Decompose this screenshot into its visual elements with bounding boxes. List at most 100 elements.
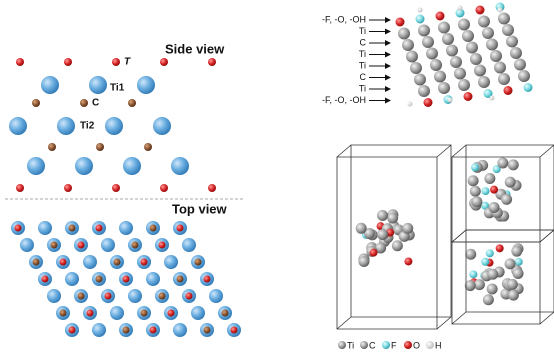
- arrow-head: [385, 51, 391, 58]
- legend-label: F: [391, 340, 397, 350]
- cell-atom: [487, 268, 499, 280]
- o-atom: [160, 58, 168, 66]
- center-atom: [113, 258, 121, 266]
- center-atom: [149, 326, 157, 334]
- cell-atom: [404, 257, 413, 266]
- legend-swatch: [382, 341, 390, 349]
- center-atom: [50, 241, 58, 249]
- ti-atom: [9, 117, 27, 135]
- center-atom: [68, 326, 76, 334]
- cell-atom: [506, 278, 518, 290]
- slab-atom: [506, 35, 518, 48]
- slab-atom: [494, 61, 506, 74]
- cell-atom: [377, 229, 389, 241]
- ti-atom: [171, 157, 189, 175]
- cell-atom: [481, 187, 490, 196]
- o-atom: [160, 184, 168, 192]
- arrow-head: [385, 86, 391, 92]
- c-atom: [32, 99, 40, 107]
- legend-label: O: [413, 340, 420, 350]
- ti-atom: [110, 306, 124, 320]
- c-atom: [128, 99, 136, 107]
- slab-atom: [466, 41, 478, 54]
- cell-atom: [375, 242, 387, 254]
- label-ti1: Ti1: [110, 83, 125, 94]
- ti-atom: [92, 323, 106, 337]
- slab-atom: [483, 89, 493, 98]
- cell-box: [451, 229, 554, 325]
- ti-atom: [153, 117, 171, 135]
- o-atom: [112, 58, 120, 66]
- slab-atom: [415, 14, 425, 24]
- ti-atom: [173, 323, 187, 337]
- cell-atom: [484, 172, 496, 184]
- ti-atom: [41, 76, 59, 94]
- ti-atom: [128, 289, 142, 303]
- slab-atom: [406, 50, 418, 63]
- ti-atom: [191, 306, 205, 320]
- h-atom: [447, 97, 453, 103]
- top-view-title: Top view: [172, 201, 228, 216]
- center-atom: [68, 224, 76, 232]
- slab-atom: [438, 21, 450, 34]
- center-atom: [176, 275, 184, 283]
- center-atom: [158, 292, 166, 300]
- cell-atom: [465, 248, 477, 260]
- c-atom: [80, 99, 88, 107]
- legend-swatch: [338, 341, 346, 349]
- cell-atom: [507, 289, 519, 301]
- cell-atom: [464, 280, 476, 292]
- arrow-head: [385, 28, 391, 35]
- label-t: T: [124, 57, 131, 68]
- slab-atom: [454, 67, 466, 80]
- ti-atom: [164, 255, 178, 269]
- cell-atom: [473, 279, 485, 291]
- layer-label: -F, -O, -OH: [322, 95, 366, 105]
- layer-label: C: [360, 72, 367, 82]
- center-atom: [158, 241, 166, 249]
- cell-atom: [481, 257, 490, 266]
- slab-atom: [418, 24, 430, 37]
- slab-atom: [430, 59, 442, 71]
- ti-atom: [101, 238, 115, 252]
- center-atom: [122, 326, 130, 334]
- cell-atom: [492, 165, 501, 174]
- cell-atom: [485, 249, 494, 258]
- legend-label: Ti: [347, 340, 354, 350]
- center-atom: [203, 326, 211, 334]
- legend-swatch: [426, 341, 434, 349]
- legend-swatch: [360, 341, 368, 349]
- ti-atom: [209, 289, 223, 303]
- cell-atom: [469, 270, 478, 279]
- c-atom: [48, 143, 56, 151]
- cell-atom: [467, 175, 479, 187]
- slab-atom: [414, 73, 426, 86]
- center-atom: [131, 241, 139, 249]
- ti-atom: [119, 221, 133, 235]
- center-atom: [77, 292, 85, 300]
- slab-atom: [442, 33, 454, 45]
- slab-atom: [438, 82, 450, 94]
- arrow-head: [385, 40, 391, 46]
- cell-atom: [387, 212, 399, 224]
- cell-atom: [355, 222, 367, 234]
- cell-atom: [512, 267, 524, 279]
- o-atom: [64, 184, 72, 192]
- layer-label: Ti: [359, 60, 366, 70]
- cell-atom: [377, 209, 389, 221]
- slab-atom: [486, 38, 498, 51]
- ti-atom: [20, 238, 34, 252]
- cell-atom: [471, 196, 483, 208]
- cell-atom: [469, 185, 481, 197]
- ti-atom: [182, 238, 196, 252]
- cell-atom: [497, 157, 509, 169]
- slab-atom: [455, 8, 465, 18]
- center-atom: [41, 275, 49, 283]
- slab-atom: [458, 18, 470, 31]
- ti-atom: [83, 255, 97, 269]
- slab-atom: [482, 27, 494, 39]
- o-atom: [208, 184, 216, 192]
- center-atom: [14, 224, 22, 232]
- cell-atom: [481, 201, 490, 210]
